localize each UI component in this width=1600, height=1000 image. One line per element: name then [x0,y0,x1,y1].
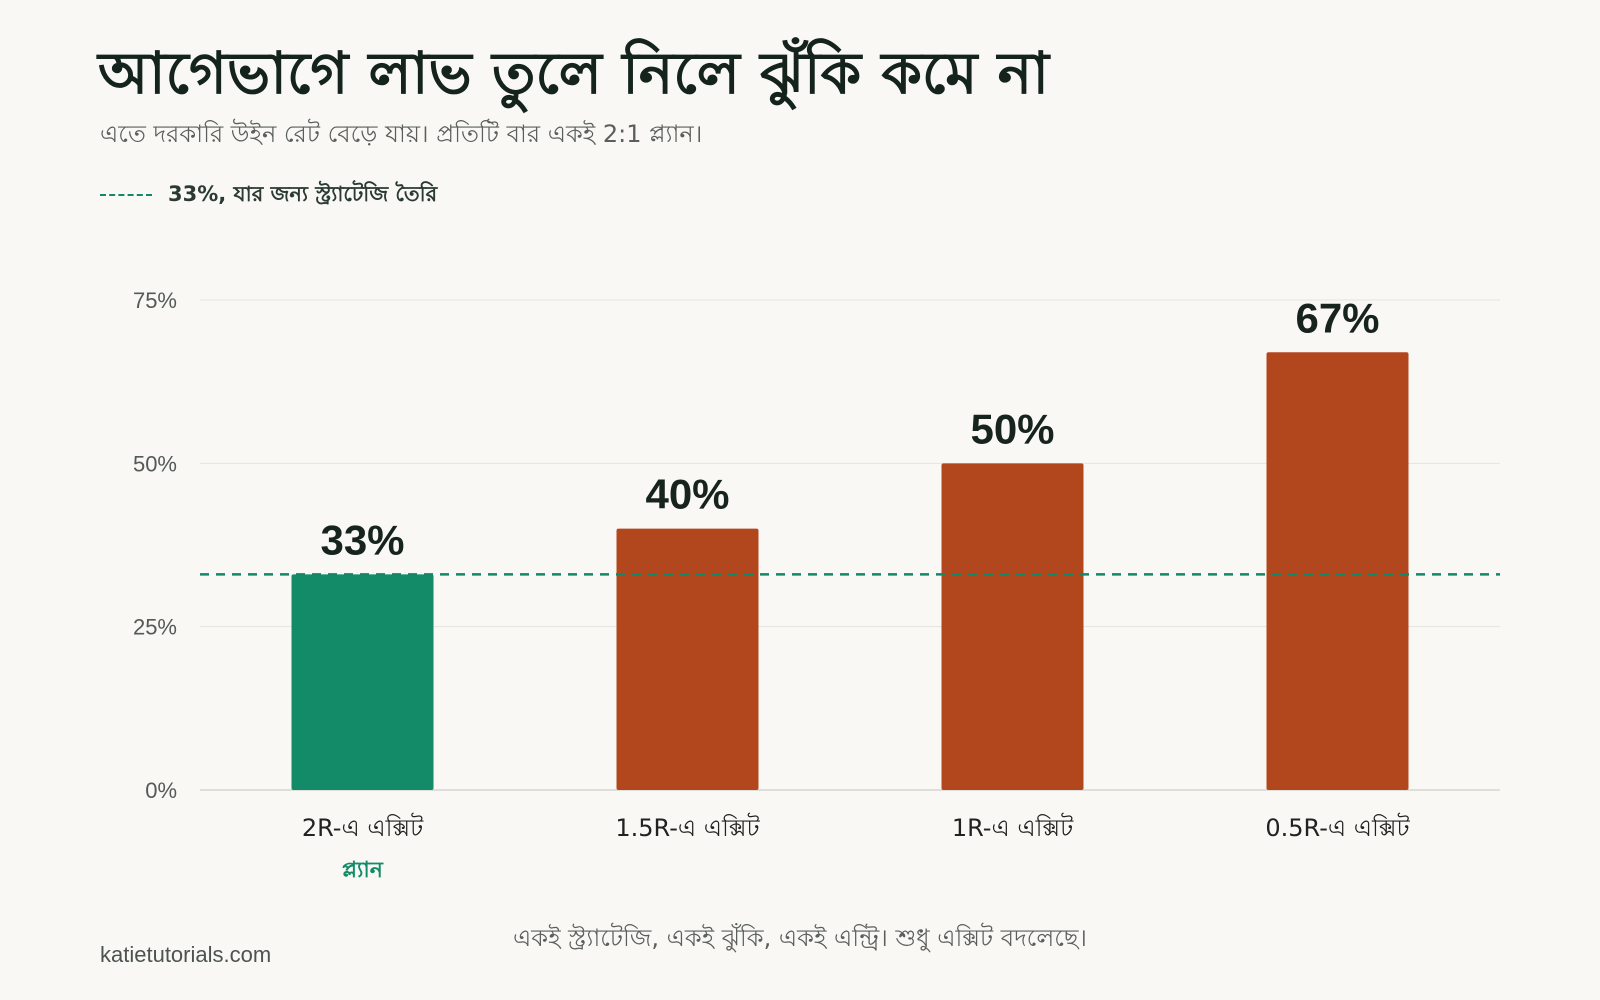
x-category-label: 1R-এ এক্সিট [952,813,1074,842]
source-credit: katietutorials.com [100,942,272,967]
footer-note: একই স্ট্র্যাটেজি, একই ঝুঁকি, একই এন্ট্রি… [513,924,1087,952]
y-tick-label: 50% [133,451,177,476]
bar-value-label: 33% [320,516,404,563]
bar-value-label: 40% [645,471,729,518]
legend-label: 33%, যার জন্য স্ট্র্যাটেজি তৈরি [168,181,438,206]
bar-value-label: 50% [970,405,1054,452]
x-category-label: 2R-এ এক্সিট [302,813,424,842]
x-category-label: 0.5R-এ এক্সিট [1265,813,1410,842]
chart-title: আগেভাগে লাভ তুলে নিলে ঝুঁকি কমে না [98,39,1050,107]
bar [941,463,1084,790]
chart-subtitle: এতে দরকারি উইন রেট বেড়ে যায়। প্রতিটি ব… [100,120,703,148]
x-category-label: 1.5R-এ এক্সিট [615,813,760,842]
y-tick-label: 0% [145,778,177,803]
y-tick-label: 75% [133,288,177,313]
bar-value-label: 67% [1295,294,1379,341]
legend: 33%, যার জন্য স্ট্র্যাটেজি তৈরি [100,178,437,212]
x-category-sublabel: প্ল্যান [342,858,384,883]
bar [291,574,434,790]
bar [616,528,759,790]
legend-dashed-line-swatch [100,194,152,196]
bar [1266,352,1409,790]
y-tick-label: 25% [133,615,177,640]
